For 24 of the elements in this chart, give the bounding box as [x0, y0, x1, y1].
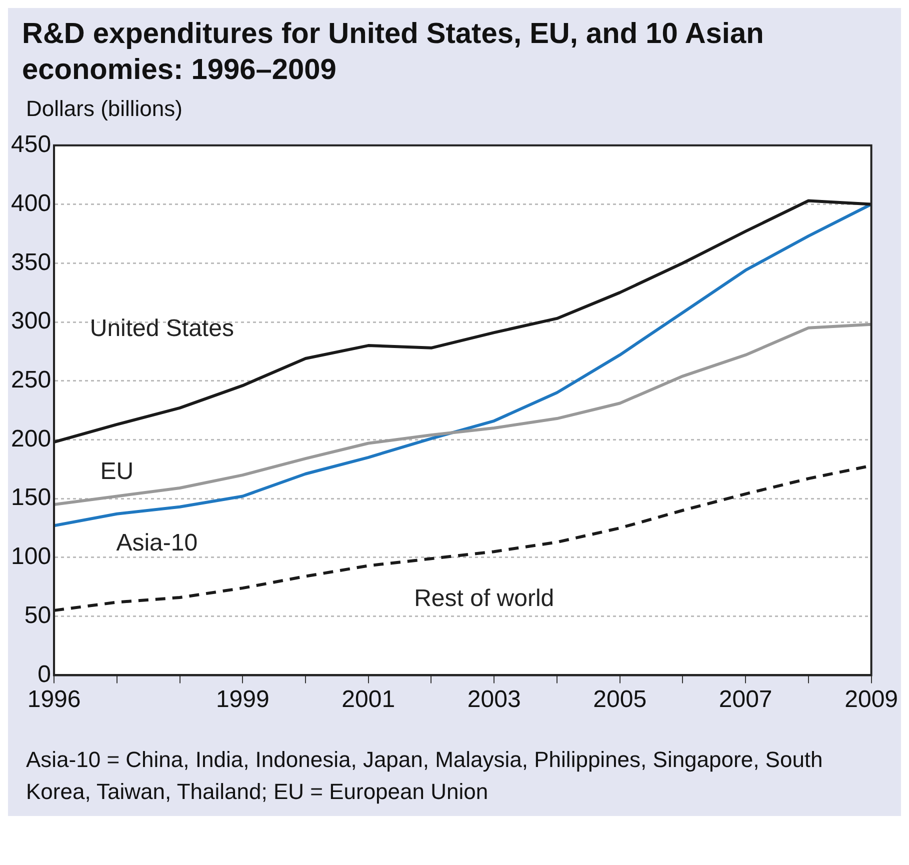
series-label: Rest of world	[414, 585, 554, 612]
y-tick-label: 150	[10, 484, 52, 512]
x-tick-label: 2005	[593, 686, 647, 714]
x-tick-label: 2007	[718, 686, 772, 714]
y-tick-label: 250	[10, 366, 52, 394]
x-tick-label: 2009	[844, 686, 898, 714]
y-tick-label: 300	[10, 308, 52, 335]
series-label: United States	[90, 315, 234, 342]
x-tick-label: 1999	[216, 686, 270, 714]
y-axis-title: Dollars (billions)	[25, 95, 184, 123]
text: Asia-10 = China, India, Indonesia, Japan, Malaysia, Philippines, Singapore, South Korea, Taiwan, Thailand; EU = European Union	[25, 746, 824, 806]
y-tick-label: 100	[10, 543, 52, 570]
x-tick-label: 2001	[342, 686, 396, 714]
y-tick-label: 450	[10, 131, 52, 158]
x-tick-label: 2003	[467, 686, 521, 714]
series-label: EU	[100, 458, 134, 485]
x-tick-label: 1996	[27, 686, 81, 714]
y-tick-label: 350	[10, 248, 52, 276]
y-tick-label: 0	[38, 660, 52, 688]
series-label: Asia-10	[116, 530, 198, 557]
y-tick-label: 50	[24, 602, 52, 629]
y-tick-label: 400	[10, 190, 52, 217]
y-tick-label: 200	[10, 425, 52, 452]
chart-title: R&D expenditures for United States, EU, and 10 Asian economies: 1996–2009	[21, 17, 765, 88]
